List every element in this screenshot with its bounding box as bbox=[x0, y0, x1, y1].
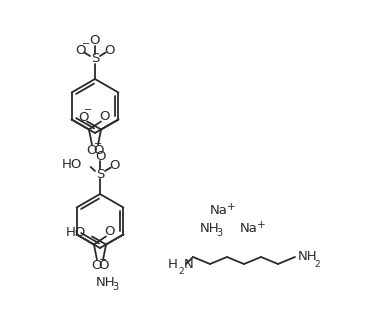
Text: O: O bbox=[93, 144, 103, 157]
Text: S: S bbox=[91, 52, 99, 65]
Text: NH: NH bbox=[298, 251, 318, 264]
Text: NH: NH bbox=[200, 222, 219, 235]
Text: 2: 2 bbox=[314, 260, 320, 269]
Text: H: H bbox=[168, 258, 178, 270]
Text: Na: Na bbox=[240, 222, 258, 235]
Text: NH: NH bbox=[96, 276, 116, 289]
Text: −: − bbox=[84, 106, 92, 116]
Text: −: − bbox=[99, 254, 107, 264]
Text: −: − bbox=[94, 139, 102, 149]
Text: Na: Na bbox=[210, 204, 228, 217]
Text: O: O bbox=[87, 144, 97, 157]
Text: O: O bbox=[75, 44, 85, 57]
Text: 3: 3 bbox=[216, 228, 222, 238]
Text: +: + bbox=[257, 220, 266, 230]
Text: 3: 3 bbox=[112, 283, 118, 293]
Text: O: O bbox=[105, 225, 115, 238]
Text: −: − bbox=[82, 40, 90, 50]
Text: O: O bbox=[78, 111, 88, 124]
Text: N: N bbox=[184, 258, 194, 270]
Text: HO: HO bbox=[61, 157, 82, 171]
Text: S: S bbox=[96, 167, 104, 180]
Text: O: O bbox=[100, 110, 110, 123]
Text: O: O bbox=[92, 259, 102, 272]
Text: O: O bbox=[90, 34, 100, 47]
Text: HO: HO bbox=[66, 226, 86, 239]
Text: O: O bbox=[98, 259, 108, 272]
Text: O: O bbox=[109, 159, 120, 172]
Text: +: + bbox=[227, 202, 235, 212]
Text: O: O bbox=[95, 149, 105, 162]
Text: O: O bbox=[104, 44, 115, 57]
Text: 2: 2 bbox=[178, 267, 184, 276]
